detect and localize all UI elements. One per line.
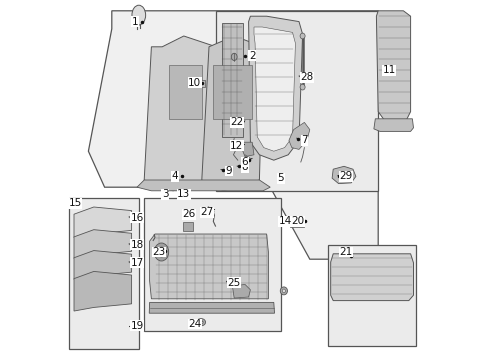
Text: 17: 17 [130,258,144,268]
Text: 4: 4 [172,171,178,181]
Ellipse shape [154,243,169,261]
Polygon shape [88,11,378,259]
Text: 29: 29 [339,171,352,181]
Text: 28: 28 [300,72,314,82]
Ellipse shape [157,247,166,257]
Text: 21: 21 [339,247,352,257]
Text: 15: 15 [69,198,82,208]
Bar [328,245,416,346]
Ellipse shape [280,287,288,295]
Polygon shape [137,180,270,191]
Text: 26: 26 [183,209,196,219]
Polygon shape [213,65,252,119]
Text: 11: 11 [382,65,395,75]
Polygon shape [289,122,310,149]
Ellipse shape [132,5,146,25]
Bar [144,198,281,331]
Polygon shape [331,254,414,301]
Ellipse shape [231,53,237,60]
Text: 5: 5 [278,173,284,183]
Text: 13: 13 [177,189,191,199]
Text: 27: 27 [200,207,214,217]
Bar [183,222,193,231]
Polygon shape [254,27,295,151]
Text: 12: 12 [230,141,244,151]
Bar [197,80,205,87]
Ellipse shape [199,320,203,324]
Text: 24: 24 [188,319,201,329]
Ellipse shape [196,319,206,326]
Text: 19: 19 [130,321,144,331]
Polygon shape [170,65,202,119]
Polygon shape [149,234,269,299]
Bar [216,11,378,191]
Text: 18: 18 [130,240,144,250]
Polygon shape [202,36,263,191]
Ellipse shape [282,289,286,293]
Text: 9: 9 [225,166,232,176]
Text: 7: 7 [301,135,308,145]
Polygon shape [221,23,243,137]
Text: 23: 23 [152,247,165,257]
Text: 1: 1 [132,17,139,27]
Text: 20: 20 [292,216,305,226]
Bar [69,198,139,349]
Polygon shape [74,251,132,279]
Ellipse shape [300,33,305,39]
Text: 6: 6 [242,157,248,167]
Polygon shape [149,302,274,313]
Text: 10: 10 [188,78,201,88]
Text: 14: 14 [279,216,292,226]
Polygon shape [144,36,216,191]
Polygon shape [332,166,356,184]
Polygon shape [74,207,132,238]
Text: 2: 2 [249,51,255,61]
Polygon shape [248,16,303,160]
Text: 3: 3 [162,189,169,199]
Bar [290,216,304,227]
Text: 25: 25 [227,278,241,288]
Polygon shape [232,284,250,298]
Text: 8: 8 [242,162,248,172]
Polygon shape [374,119,414,131]
Text: 16: 16 [130,213,144,223]
Text: 22: 22 [230,117,244,127]
Ellipse shape [300,84,305,90]
Polygon shape [74,230,132,258]
Polygon shape [242,142,254,157]
Polygon shape [74,271,132,311]
Polygon shape [376,11,411,128]
